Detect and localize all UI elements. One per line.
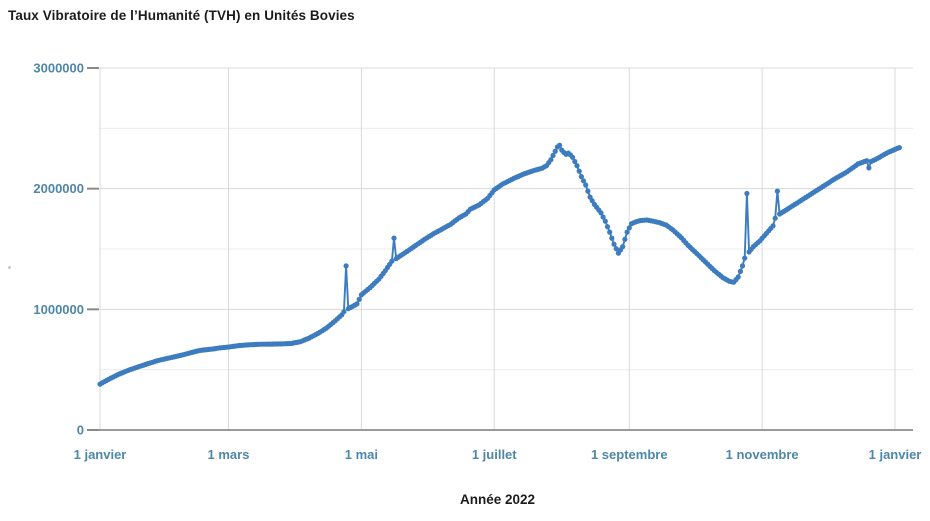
data-point [552,148,558,154]
data-point [864,158,870,164]
data-point [744,190,750,197]
data-point [356,296,362,302]
data-point [737,268,744,274]
data-point [578,174,585,180]
chart-title: Taux Vibratoire de l’Humanité (TVH) en U… [8,8,355,23]
data-point [611,241,617,247]
data-point [585,188,591,194]
x-tick-label: 1 septembre [591,447,668,462]
x-tick-label: 1 janvier [869,447,922,462]
data-point [735,274,741,280]
y-tick-label: 1000000 [33,302,84,317]
data-point [583,182,589,188]
data-point [354,301,360,307]
data-point [866,165,872,171]
data-point [389,258,395,264]
data-point [550,152,556,159]
data-point [896,145,903,151]
y-tick-label: 0 [77,423,84,438]
data-point [602,218,608,224]
data-point [557,142,563,148]
data-point [598,210,604,216]
data-point [739,263,746,269]
y-tick-label: 3000000 [33,61,84,76]
x-tick-label: 1 mars [208,447,250,462]
data-point [772,215,778,221]
x-tick-label: 1 juillet [472,447,517,462]
data-point [770,223,776,229]
data-point [576,168,582,174]
data-point [580,178,587,184]
data-point [622,236,628,242]
y-tick-label: 2000000 [33,181,84,196]
data-point [620,244,626,250]
data-point [624,229,630,235]
data-point [574,163,580,169]
data-point [600,214,606,220]
x-tick-label: 1 novembre [726,447,799,462]
x-axis-title: Année 2022 [459,492,536,507]
data-point [572,158,578,165]
series-points [97,142,903,387]
x-tick-label: 1 janvier [74,447,127,462]
data-point [774,188,781,194]
x-tick-label: 1 mai [345,447,378,462]
data-point [607,229,613,235]
data-point [391,235,397,241]
data-point [548,157,554,163]
data-point [341,309,347,315]
data-point [626,225,632,231]
data-point [609,235,615,241]
data-point [613,246,619,252]
data-point [570,154,576,160]
data-point [343,263,349,269]
data-point [604,224,611,230]
data-point [742,255,748,261]
stray-mark [8,266,11,269]
